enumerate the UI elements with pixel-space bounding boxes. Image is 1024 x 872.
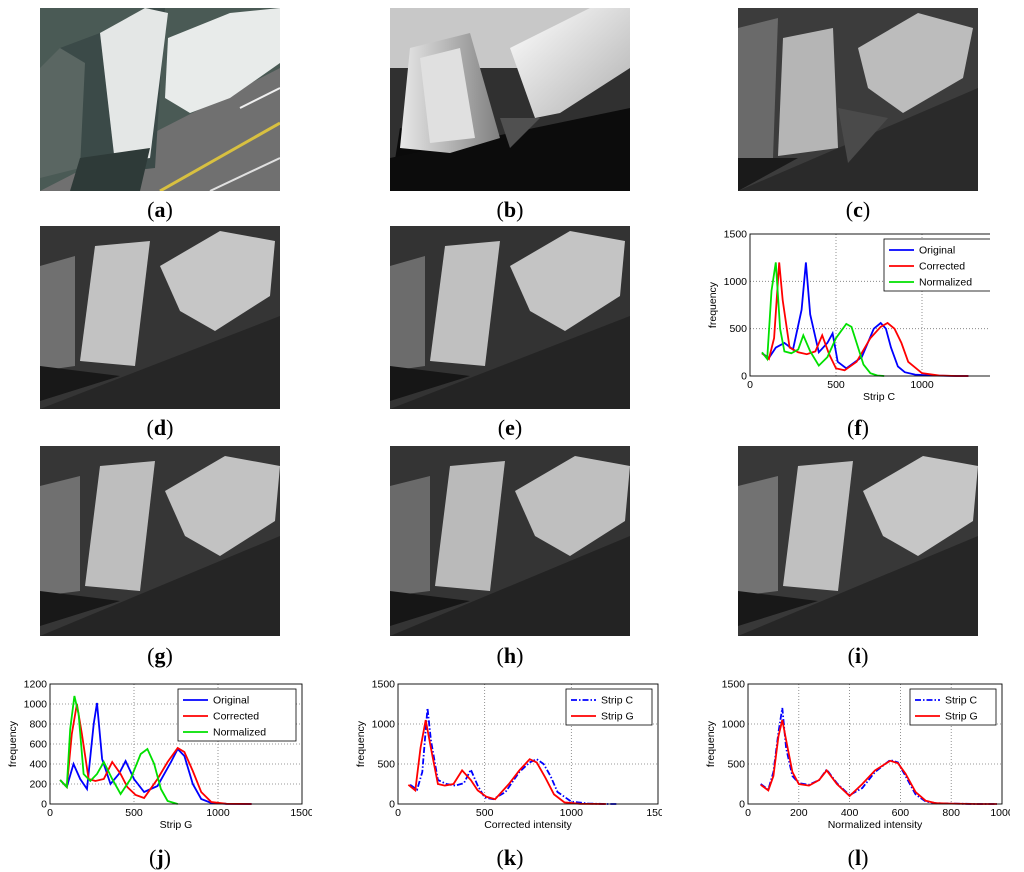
chart-f-series-corrected	[761, 262, 969, 377]
chart-f-ytick-label-0: 0	[741, 371, 747, 383]
chart-j-series-normalized	[59, 695, 178, 805]
intensity-image-c	[738, 8, 978, 191]
chart-j-xtick-label-1: 500	[125, 807, 143, 819]
chart-j-ytick-label-6: 1200	[24, 679, 48, 691]
chart-j-xtick-label-0: 0	[47, 807, 53, 819]
intensity-image-i	[738, 446, 978, 636]
caption-j: (j)	[149, 845, 171, 870]
intensity-image-e	[390, 226, 630, 409]
chart-j-ytick-label-0: 0	[41, 799, 47, 811]
chart-j-legend-label-2: Normalized	[213, 727, 266, 739]
chart-f-series-normalized	[761, 262, 885, 377]
chart-j-ytick-label-1: 200	[29, 779, 47, 791]
chart-f-ytick-label-2: 1000	[724, 276, 748, 288]
caption-e: (e)	[497, 415, 523, 440]
grayscale-elevation-image	[390, 8, 630, 191]
chart-k-ylabel: frequency	[355, 720, 367, 767]
chart-l-ylabel: frequency	[705, 720, 717, 767]
intensity-image-d	[40, 226, 280, 409]
chart-k-ytick-label-0: 0	[389, 799, 395, 811]
chart-k-ytick-label-3: 1500	[372, 679, 396, 691]
chart-j-ylabel: frequency	[7, 720, 19, 767]
caption-a: (a)	[147, 197, 173, 222]
chart-k-xlabel: Corrected intensity	[484, 819, 572, 831]
caption-g: (g)	[147, 643, 173, 668]
chart-f-ytick-label-1: 500	[729, 323, 747, 335]
caption-d: (d)	[146, 415, 174, 440]
intensity-image-g	[40, 446, 280, 636]
chart-f-xtick-label-2: 1000	[910, 379, 934, 391]
chart-l-xtick-label-5: 1000	[990, 807, 1010, 819]
caption-l: (l)	[847, 845, 869, 870]
chart-k-ytick-label-1: 500	[377, 759, 395, 771]
chart-j-ytick-label-5: 1000	[24, 699, 48, 711]
chart-f-frame	[749, 233, 990, 377]
chart-l-xtick-label-4: 800	[942, 807, 960, 819]
chart-l-ytick-label-3: 1500	[722, 679, 746, 691]
chart-f-legend-label-1: Corrected	[919, 261, 965, 273]
chart-k-xtick-label-3: 1500	[646, 807, 662, 819]
chart-l-frame	[747, 683, 1003, 805]
chart-j-ytick-label-4: 800	[29, 719, 47, 731]
chart-l-series-strip-g	[760, 719, 997, 805]
chart-j-xtick-label-2: 1000	[206, 807, 230, 819]
histogram-chart-j: 0 500 1000 1500 0 200 400 600 800 1000 1200 Strip G…	[7, 679, 312, 832]
histogram-chart-f: 050010001500050010001500Strip Cfrequency…	[707, 229, 990, 403]
chart-l-legend	[909, 688, 997, 726]
chart-f-legend-label-2: Normalized	[919, 277, 972, 289]
chart-j-legend-label-1: Corrected	[213, 711, 259, 723]
chart-l-ytick-label-1: 500	[727, 759, 745, 771]
chart-j-series-original	[59, 702, 252, 805]
chart-f-xlabel: Strip C	[863, 391, 896, 403]
chart-j-xlabel: Strip G	[160, 819, 193, 831]
chart-f-xtick-label-1: 500	[827, 379, 845, 391]
chart-k-ytick-label-2: 1000	[372, 719, 396, 731]
chart-l-xlabel: Normalized intensity	[828, 819, 923, 831]
caption-k: (k)	[496, 845, 524, 870]
chart-k-xtick-label-1: 500	[476, 807, 494, 819]
chart-k-xtick-label-2: 1000	[560, 807, 584, 819]
chart-l-ytick-label-2: 1000	[722, 719, 746, 731]
chart-j-ytick-label-3: 600	[29, 739, 47, 751]
chart-k-series-strip-g	[407, 719, 607, 805]
chart-l-ytick-label-0: 0	[739, 799, 745, 811]
chart-f-xtick-label-0: 0	[747, 379, 753, 391]
chart-f-ylabel: frequency	[707, 281, 719, 328]
chart-k-xtick-label-0: 0	[395, 807, 401, 819]
chart-f-legend-label-0: Original	[919, 245, 955, 257]
chart-l-legend-label-1: Strip G	[945, 711, 978, 723]
caption-b: (b)	[496, 197, 524, 222]
chart-l-xtick-label-2: 400	[841, 807, 859, 819]
caption-h: (h)	[496, 643, 524, 668]
chart-k-frame	[397, 683, 659, 805]
intensity-image-h	[390, 446, 630, 636]
chart-l-xtick-label-0: 0	[745, 807, 751, 819]
chart-j-ytick-label-2: 400	[29, 759, 47, 771]
chart-l-xtick-label-1: 200	[790, 807, 808, 819]
histogram-chart-l: 0 200 400 600 800 1000 0 500 1000 1500 Normalized …	[705, 679, 1010, 832]
chart-k-legend	[565, 688, 653, 726]
caption-i: (i)	[847, 643, 869, 668]
chart-j-legend-label-0: Original	[213, 695, 249, 707]
chart-j-frame	[49, 683, 303, 805]
chart-k-legend-label-0: Strip C	[601, 695, 634, 707]
aerial-rgb-image	[40, 8, 280, 191]
chart-l-legend-label-0: Strip C	[945, 695, 978, 707]
chart-j-xtick-label-3: 1500	[290, 807, 312, 819]
caption-f: (f)	[847, 415, 869, 440]
chart-f-ytick-label-3: 1500	[724, 229, 748, 241]
chart-k-legend-label-1: Strip G	[601, 711, 634, 723]
caption-c: (c)	[845, 197, 871, 222]
chart-l-xtick-label-3: 600	[892, 807, 910, 819]
histogram-chart-k: 0 500 1000 1500 0 500 1000 1500 Corrected intens…	[355, 679, 662, 832]
